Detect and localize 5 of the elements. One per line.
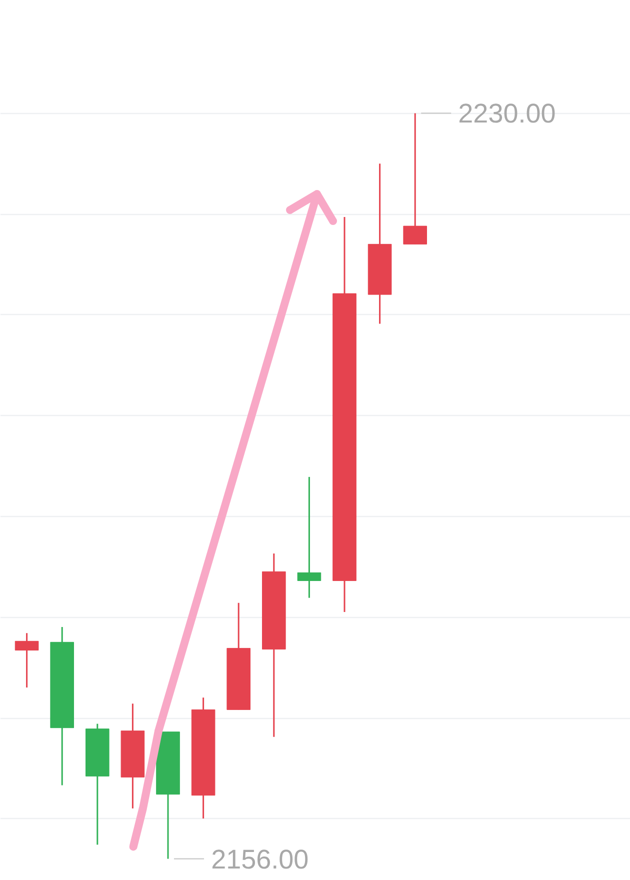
text: 2230.00: [458, 98, 556, 129]
candlestick: [297, 476, 322, 599]
candlestick: [14, 632, 39, 688]
candlestick: [403, 112, 427, 245]
annotation: 2156.00: [211, 844, 309, 874]
